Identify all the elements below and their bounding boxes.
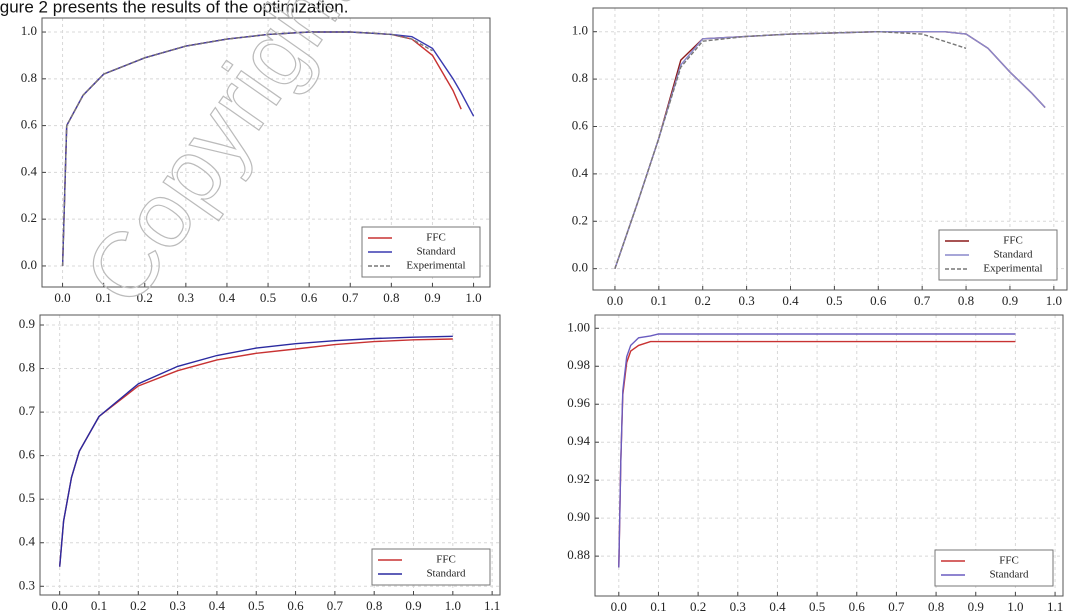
x-tick-label: 0.9 [405,598,421,613]
x-tick-label: 0.7 [342,290,359,305]
x-tick-label: 0.8 [958,293,974,308]
y-tick-label: 0.0 [572,260,588,275]
legend-label: Experimental [406,260,465,272]
legend-box [371,548,491,586]
chart: 0.0 0.1 0.2 0.3 0.4 0.5 0.6 0.7 0.8 0.9 1.0 1.1 0.3 0… [19,314,501,613]
y-tick-label: 0.0 [21,257,37,272]
x-tick-label: 0.4 [769,599,786,614]
x-tick-label: 0.5 [248,598,264,613]
x-tick-label: 0.2 [695,293,711,308]
y-tick-label: 0.6 [572,117,589,132]
y-tick-label: 1.0 [572,23,588,38]
x-tick-label: 0.6 [301,290,318,305]
y-tick-label: 0.6 [21,117,38,132]
x-tick-label: 0.9 [424,290,440,305]
y-tick-label: 0.4 [572,165,589,180]
x-tick-label: 1.0 [1007,599,1023,614]
x-tick-label: 0.5 [826,293,842,308]
legend-label: FFC [999,555,1019,567]
y-tick-label: 0.96 [567,395,590,410]
chart: 0.0 0.1 0.2 0.3 0.4 0.5 0.6 0.7 0.8 0.9 1.0 1.1 0.88… [567,314,1064,614]
x-tick-label: 0.8 [928,599,944,614]
legend-label: Experimental [983,263,1042,275]
x-tick-label: 0.3 [178,290,194,305]
x-tick-label: 0.7 [888,599,905,614]
x-tick-label: 0.2 [137,290,153,305]
x-tick-label: 0.6 [287,598,304,613]
legend-label: FFC [426,232,446,244]
x-tick-label: 0.7 [914,293,931,308]
series-line [614,30,967,269]
y-tick-label: 1.0 [21,23,37,38]
y-tick-label: 0.98 [567,357,590,372]
legend-label: Standard [989,569,1029,581]
legend-label: Standard [993,249,1033,261]
x-tick-label: 0.7 [327,598,344,613]
x-tick-label: 1.1 [1047,599,1063,614]
y-tick-label: 0.4 [21,163,38,178]
series-line [618,333,1016,568]
x-tick-label: 0.9 [1002,293,1018,308]
y-tick-label: 0.6 [19,447,36,462]
x-tick-label: 0.4 [219,290,236,305]
x-tick-label: 0.0 [611,599,627,614]
chart: 0.0 0.1 0.2 0.3 0.4 0.5 0.6 0.7 0.8 0.9 1.0 0.0 0.2 0… [572,7,1068,308]
x-tick-label: 0.4 [782,293,799,308]
x-tick-label: 0.0 [52,598,68,613]
plot-frame [39,314,501,596]
x-tick-label: 0.6 [849,599,866,614]
x-tick-label: 0.1 [91,598,107,613]
y-tick-label: 0.88 [567,547,590,562]
y-tick-label: 1.00 [567,319,590,334]
x-tick-label: 1.0 [1046,293,1062,308]
x-tick-label: 0.8 [366,598,382,613]
x-tick-label: 0.3 [169,598,185,613]
series-line [59,335,453,567]
plot-frame [592,7,1068,291]
legend-label: FFC [1003,235,1023,247]
chart: 0.0 0.1 0.2 0.3 0.4 0.5 0.6 0.7 0.8 0.9 1.0 0.0 0.2 0… [21,17,491,305]
x-tick-label: 1.0 [465,290,481,305]
watermark: Copyright [65,0,374,323]
y-tick-label: 0.4 [19,534,36,549]
x-tick-label: 0.3 [738,293,754,308]
y-tick-label: 0.8 [572,70,588,85]
plot-frame [594,314,1064,597]
plot-frame [41,17,491,288]
series-line [61,31,433,266]
y-tick-label: 0.94 [567,433,590,448]
x-tick-label: 0.1 [651,293,667,308]
x-tick-label: 0.2 [130,598,146,613]
x-tick-label: 0.4 [209,598,226,613]
legend-label: FFC [436,554,456,566]
x-tick-label: 0.9 [968,599,984,614]
y-tick-label: 0.92 [567,471,590,486]
x-tick-label: 0.1 [96,290,112,305]
x-tick-label: 0.0 [54,290,70,305]
legend-label: Standard [426,568,466,580]
legend-box [934,549,1054,587]
x-tick-label: 0.5 [809,599,825,614]
x-tick-label: 0.1 [650,599,666,614]
x-tick-label: 0.5 [260,290,276,305]
y-tick-label: 0.8 [19,360,35,375]
x-tick-label: 1.0 [445,598,461,613]
caption: igure 2 presents the results of the opti… [0,0,348,16]
y-tick-label: 0.2 [21,210,37,225]
legend-label: Standard [416,246,456,258]
y-tick-label: 0.3 [19,577,35,592]
y-tick-label: 0.8 [21,70,37,85]
x-tick-label: 1.1 [484,598,500,613]
x-tick-label: 0.6 [870,293,887,308]
x-tick-label: 0.3 [730,599,746,614]
y-tick-label: 0.9 [19,316,35,331]
y-tick-label: 0.7 [19,403,36,418]
x-tick-label: 0.8 [383,290,399,305]
y-tick-label: 0.5 [19,490,35,505]
y-tick-label: 0.2 [572,212,588,227]
x-tick-label: 0.2 [690,599,706,614]
x-tick-label: 0.0 [607,293,623,308]
y-tick-label: 0.90 [567,509,590,524]
